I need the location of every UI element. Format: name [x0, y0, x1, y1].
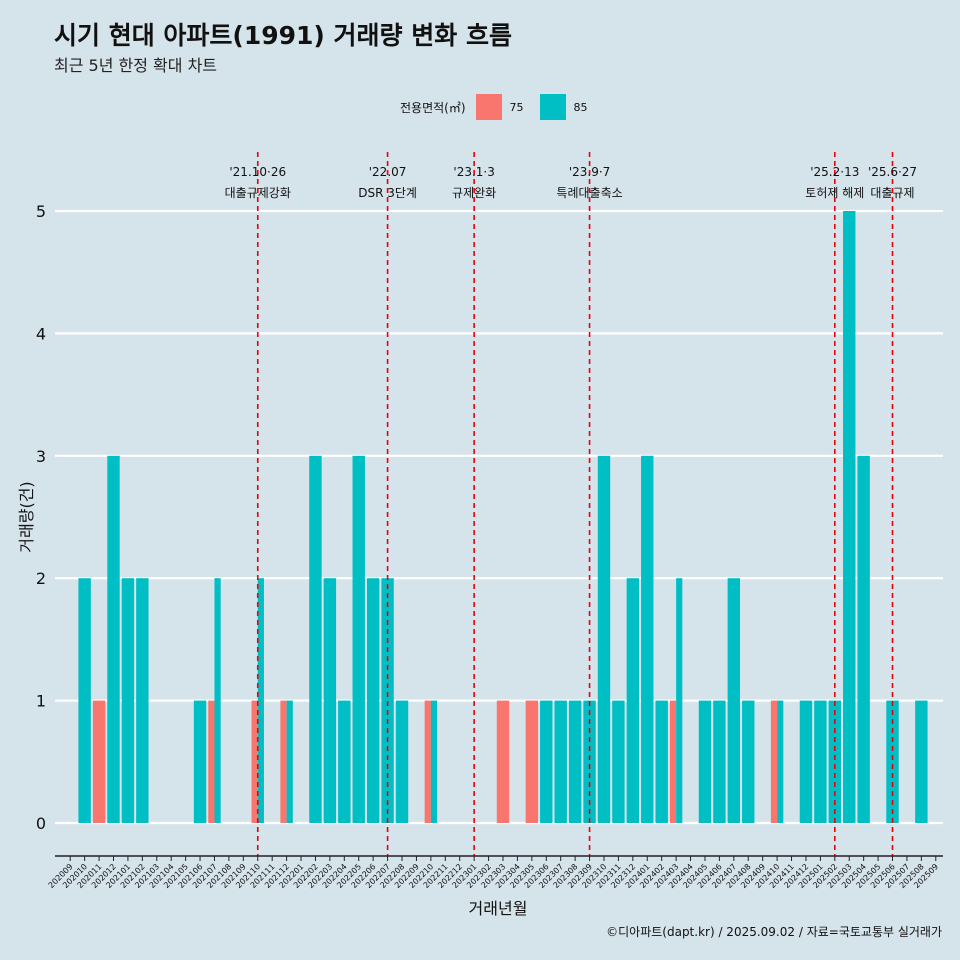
bar-85 [676, 578, 683, 823]
legend-label-85: 85 [573, 100, 588, 114]
chart-title: 시기 현대 아파트(1991) 거래량 변화 흐름 [54, 21, 512, 50]
event-date-label: '25.2·13 [810, 165, 859, 179]
y-tick-label: 2 [36, 569, 46, 588]
bar-85 [641, 455, 654, 823]
bar-75 [251, 700, 258, 823]
bar-75 [525, 700, 539, 823]
bar-85 [626, 578, 640, 823]
bar-75 [280, 700, 287, 823]
y-tick-label: 3 [36, 447, 46, 466]
bar-85 [777, 700, 784, 823]
bar-85 [309, 455, 322, 823]
bar-85 [655, 700, 668, 823]
bar-85 [568, 700, 582, 823]
bar-85 [713, 700, 726, 823]
chart-subtitle: 최근 5년 한정 확대 차트 [54, 56, 218, 75]
legend-label-75: 75 [509, 100, 524, 114]
event-date-label: '23.9·7 [569, 165, 610, 179]
y-tick-label: 5 [36, 202, 46, 221]
bar-85 [381, 578, 394, 823]
event-date-label: '25.6·27 [868, 165, 917, 179]
bar-85 [727, 578, 741, 823]
bar-85 [107, 455, 120, 823]
event-label: 규제완화 [452, 186, 496, 200]
bar-85 [78, 578, 91, 823]
event-date-label: '21.10·26 [229, 165, 286, 179]
bar-85 [799, 700, 813, 823]
event-label: 대출규제 [870, 186, 914, 200]
bar-85 [286, 700, 293, 823]
event-label: 특례대출축소 [556, 186, 622, 200]
bar-85 [828, 700, 842, 823]
bar-75 [496, 700, 510, 823]
bar-85 [214, 578, 221, 823]
bar-85 [430, 700, 438, 823]
event-date-label: '23.1·3 [453, 165, 494, 179]
bar-85 [597, 455, 611, 823]
event-label: DSR 3단계 [358, 186, 417, 200]
bar-85 [554, 700, 567, 823]
bar-85 [612, 700, 625, 823]
legend-title: 전용면적(㎡) [400, 100, 466, 115]
bar-85 [323, 578, 337, 823]
event-label: 토허제 해제 [805, 186, 864, 200]
event-date-label: '22.07 [369, 165, 407, 179]
bar-85 [540, 700, 553, 823]
bar-85 [366, 578, 380, 823]
x-axis-title: 거래년월 [469, 899, 528, 918]
bar-85 [886, 700, 899, 823]
bar-85 [352, 455, 365, 823]
source-caption: ©디아파트(dapt.kr) / 2025.09.02 / 자료=국토교통부 실… [606, 925, 942, 939]
bar-85 [395, 700, 409, 823]
bar-85 [338, 700, 351, 823]
bar-85 [814, 700, 827, 823]
legend-swatch-85 [539, 94, 566, 120]
bar-75 [424, 700, 431, 823]
bar-75 [669, 700, 677, 823]
bar-85 [698, 700, 712, 823]
event-label: 대출규제강화 [225, 186, 291, 200]
legend: 전용면적(㎡) 75 85 [400, 92, 604, 122]
bar-85 [915, 700, 928, 823]
event-markers: '21.10·26 대출규제강화 '22.07 DSR 3단계 '23.1·3 규제완화 '… [225, 152, 917, 856]
y-tick-label: 4 [36, 324, 46, 343]
bar-85 [136, 578, 149, 823]
bar-85 [193, 700, 207, 823]
bar-85 [857, 455, 870, 823]
bar-75 [208, 700, 215, 823]
legend-swatch-75 [475, 94, 502, 120]
y-tick-label: 0 [36, 814, 46, 833]
bar-85 [257, 578, 264, 823]
bar-85 [583, 700, 596, 823]
bar-85 [843, 211, 856, 823]
bars [78, 211, 928, 823]
y-axis-title: 거래량(건) [17, 481, 36, 552]
bar-75 [92, 700, 106, 823]
y-tick-label: 1 [36, 692, 46, 711]
bar-75 [770, 700, 778, 823]
bar-85 [121, 578, 135, 823]
bar-85 [742, 700, 755, 823]
